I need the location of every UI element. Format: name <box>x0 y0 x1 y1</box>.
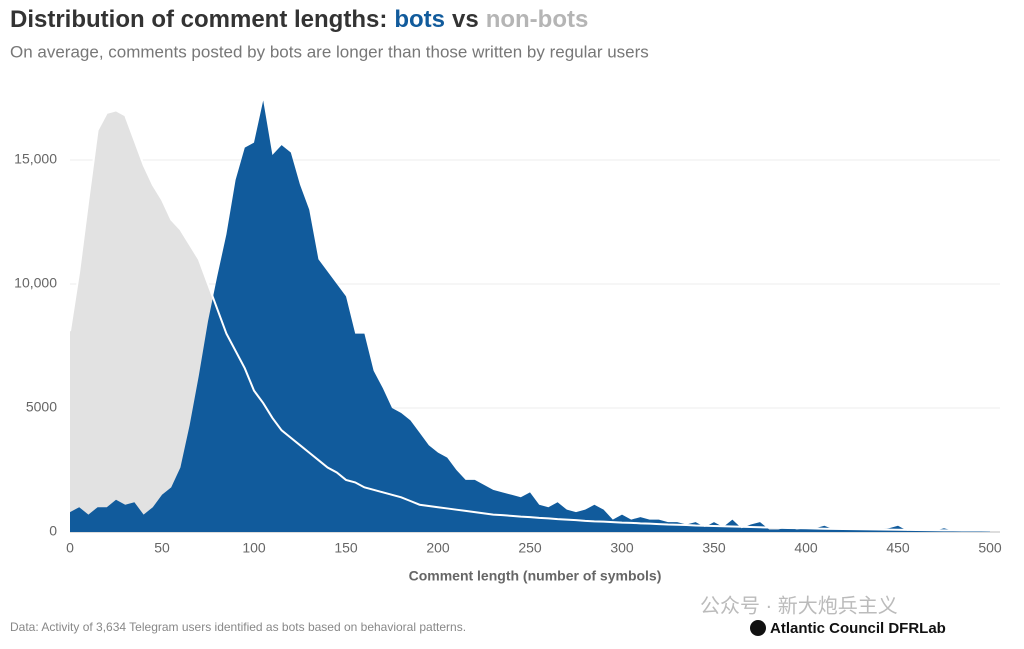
x-tick-label: 0 <box>66 540 74 556</box>
y-tick-label: 15,000 <box>14 151 57 167</box>
x-tick-label: 100 <box>242 540 266 556</box>
y-tick-label: 0 <box>49 523 57 539</box>
line <box>69 109 991 532</box>
x-tick-label: 250 <box>518 540 542 556</box>
title-text: Distribution of comment lengths: <box>10 6 387 33</box>
x-tick-label: 200 <box>426 540 450 556</box>
title-non-bots: non-bots <box>486 6 589 33</box>
x-tick-label: 400 <box>794 540 818 556</box>
logo: Atlantic Council DFRLab <box>770 620 946 637</box>
y-tick-label: 5000 <box>26 399 57 415</box>
x-tick-label: 300 <box>610 540 634 556</box>
area <box>70 110 990 533</box>
area <box>70 100 990 532</box>
watermark: 公众号 · 新大炮兵主义 <box>700 594 898 617</box>
y-tick-label: 10,000 <box>14 275 57 291</box>
source: Data: Activity of 3,634 Telegram users i… <box>10 620 466 634</box>
x-tick-label: 150 <box>334 540 358 556</box>
x-tick-label: 500 <box>978 540 1002 556</box>
title-bots: bots <box>394 6 445 33</box>
x-tick-label: 450 <box>886 540 910 556</box>
x-tick-label: 50 <box>154 540 170 556</box>
x-tick-label: 350 <box>702 540 726 556</box>
logo-icon <box>750 620 766 636</box>
title-joiner: vs <box>452 6 479 33</box>
chart-title: Distribution of comment lengths: bots vs no… <box>10 6 588 33</box>
x-axis-label: Comment length (number of symbols) <box>409 568 662 584</box>
chart-subtitle: On average, comments posted by bots are … <box>10 42 649 61</box>
